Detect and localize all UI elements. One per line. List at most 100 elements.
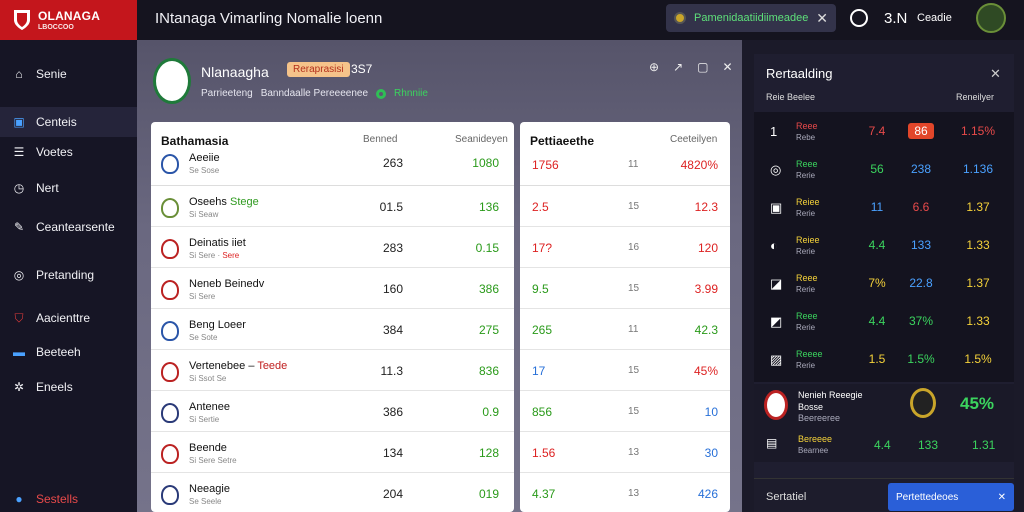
table-row[interactable]: 2.5 15 12.3	[520, 186, 730, 227]
table-row[interactable]: 265 11 42.3	[520, 309, 730, 350]
sidebar-item-label: Sestells	[36, 492, 79, 506]
close-icon[interactable]: ✕	[722, 60, 733, 74]
team-sub: Si Ssot Se	[189, 374, 227, 383]
arrow-icon[interactable]: ↗	[673, 60, 684, 74]
sidebar-item-pretanding[interactable]: ◎ Pretanding	[0, 260, 137, 290]
table-title: Bathamasia	[161, 134, 229, 148]
status-dot-icon	[376, 88, 387, 99]
team-meta-3[interactable]: Rhnniie	[394, 88, 428, 99]
row-index: ▨	[770, 352, 783, 367]
sidebar-item-sestells[interactable]: ● Sestells	[0, 484, 137, 512]
close-icon[interactable]: ✕	[997, 491, 1006, 503]
table-row[interactable]: 1.56 13 30	[520, 432, 730, 473]
sidebar-item-aacienttre[interactable]: ⛉ Aacienttre	[0, 303, 137, 333]
standings-sub-right: Reneilyer	[956, 92, 995, 102]
table-row[interactable]: Oseehs Stege Si Seaw 01.5 136	[151, 186, 514, 227]
standings-row[interactable]: ▣ Reiee Rerie 11 6.6 1.37	[754, 188, 1014, 226]
team-badge[interactable]: Reraprasisi	[287, 62, 350, 77]
close-icon[interactable]: ✕	[990, 66, 1001, 81]
row-p1: 11	[870, 200, 884, 214]
avatar[interactable]	[976, 3, 1006, 33]
team-crest-icon	[910, 388, 936, 418]
standings-panel: Rertaalding ✕ Reie Beelee Reneilyer 1 Re…	[742, 40, 1024, 512]
value-a: 856	[532, 405, 553, 419]
row-p3: 1.33	[966, 238, 990, 252]
app-logo[interactable]: OLANAGA LBOCCOO	[0, 0, 137, 40]
notification-bar[interactable]: Pamenidaatiidiimeadeeeh ✕	[666, 4, 836, 32]
footer-action-button[interactable]: Pertettedeoes ✕	[888, 483, 1014, 511]
footer-label[interactable]: Sertatiel	[766, 491, 807, 503]
team-name: Nlanaagha	[201, 64, 269, 80]
expand-icon[interactable]: ▢	[697, 60, 709, 74]
standings-row[interactable]: ◪ Reee Rerie 7% 22.8 1.37	[754, 264, 1014, 302]
column-header[interactable]: Ceeteilyen	[670, 134, 718, 145]
table-row[interactable]: 17? 16 120	[520, 227, 730, 268]
team-meta-1[interactable]: Parrieeteng	[201, 88, 253, 99]
close-icon[interactable]: ✕	[816, 9, 828, 26]
sidebar-item-home[interactable]: ⌂ Senie	[0, 59, 137, 89]
team-name: Oseehs Stege	[189, 196, 259, 208]
value-2: 019	[478, 487, 499, 501]
table-row[interactable]: Antenee Si Sertie 386 0.9	[151, 391, 514, 432]
sidebar-item-centeis[interactable]: ▣ Centeis	[0, 107, 137, 137]
team-name: Beng Loeer	[189, 319, 246, 331]
row-p1: 7.4	[868, 124, 886, 138]
row-p3: 1.31	[972, 438, 996, 452]
table-row[interactable]: Beng Loeer Se Sote 384 275	[151, 309, 514, 350]
sidebar-item-voetes[interactable]: ☰ Voetes	[0, 137, 137, 167]
standings-row[interactable]: ◩ Reee Rerie 4.4 37% 1.33	[754, 302, 1014, 340]
value-b: 15	[628, 283, 640, 294]
table-row[interactable]: 9.5 15 3.99	[520, 268, 730, 309]
column-header[interactable]: Seanideyen	[455, 134, 508, 145]
table-header: Pettiaeethe Ceeteilyen 1756 11 4820%	[520, 122, 730, 186]
standings-footer: Sertatiel Pertettedeoes ✕	[754, 478, 1014, 512]
shield-icon: ⛉	[14, 310, 24, 325]
value-a: 4.37	[532, 487, 556, 501]
standings-row[interactable]: ◐ Reiee Rerie 4.4 133 1.33	[754, 226, 1014, 264]
sidebar-item-label: Voetes	[36, 145, 73, 159]
team-sub: Se Sote	[189, 333, 218, 342]
column-header[interactable]: Benned	[363, 134, 398, 145]
sidebar-item-beeteeh[interactable]: ▬ Beeteeh	[0, 337, 137, 367]
value-c: 120	[697, 241, 718, 255]
row-sub: Rerie	[796, 323, 816, 332]
table-row[interactable]: Aeeiie Se Sose 263 1080	[151, 150, 514, 186]
team-crest-icon	[161, 239, 179, 259]
row-p3: 1.33	[966, 314, 990, 328]
featured-match[interactable]: Nenieh Reeegie Bosse Beereeree 45% ▤ Ber…	[754, 384, 1014, 462]
row-index: ◐	[770, 238, 778, 253]
team-meta-2[interactable]: Banndaalle Pereeeenee	[260, 88, 369, 99]
sidebar-item-eneels[interactable]: ✲ Eneels	[0, 372, 137, 402]
row-p2: 6.6	[912, 200, 930, 214]
table-row[interactable]: Neeagie Se Seele 204 019	[151, 473, 514, 512]
user-name[interactable]: Ceadie	[917, 12, 952, 24]
record-icon[interactable]	[850, 9, 868, 27]
row-index: ◩	[770, 314, 783, 329]
table-row[interactable]: Beende Si Sere Setre 134 128	[151, 432, 514, 473]
globe-icon[interactable]: ⊕	[649, 60, 660, 74]
row-p1: 56	[870, 162, 884, 176]
team-crest-icon	[161, 154, 179, 174]
row-p3: 1.5%	[964, 352, 992, 366]
table-row[interactable]: 1756 11 4820%	[520, 150, 730, 186]
table-row[interactable]: 17 15 45%	[520, 350, 730, 391]
standings-sub-left: Reie Beelee	[766, 92, 816, 102]
standings-row[interactable]: ▨ Reeee Rerie 1.5 1.5% 1.5%	[754, 340, 1014, 378]
table-row[interactable]: 856 15 10	[520, 391, 730, 432]
row-p2: 238	[910, 162, 932, 176]
sidebar-item-ceantearsente[interactable]: ✎ Ceantearsente	[0, 212, 137, 242]
standings-row[interactable]: ▤ Bereeee Bearnee 4.4 133 1.31	[754, 428, 1014, 460]
table-row[interactable]: Neneb Beinedv Si Sere 160 386	[151, 268, 514, 309]
value-c: 42.3	[694, 323, 718, 337]
table-row[interactable]: Vertenebee – Teede Si Ssot Se 11.3 836	[151, 350, 514, 391]
logo-sub: LBOCCOO	[38, 23, 74, 31]
sidebar-item-nert[interactable]: ◷ Nert	[0, 173, 137, 203]
standings-title: Rertaalding	[766, 66, 833, 81]
table-row[interactable]: Deinatis iiet Si Sere · Sere 283 0.15	[151, 227, 514, 268]
table-row[interactable]: 4.37 13 426	[520, 473, 730, 512]
standings-row[interactable]: ◎ Reee Rerie 56 238 1.136	[754, 150, 1014, 188]
standings-row[interactable]: 1 Reee Rebe 7.4 86 1.15%	[754, 112, 1014, 150]
row-sub: Rerie	[796, 171, 816, 180]
value-2: 275	[478, 323, 499, 337]
table-header: Bathamasia Benned Seanideyen Aeeiie Se S…	[151, 122, 514, 186]
